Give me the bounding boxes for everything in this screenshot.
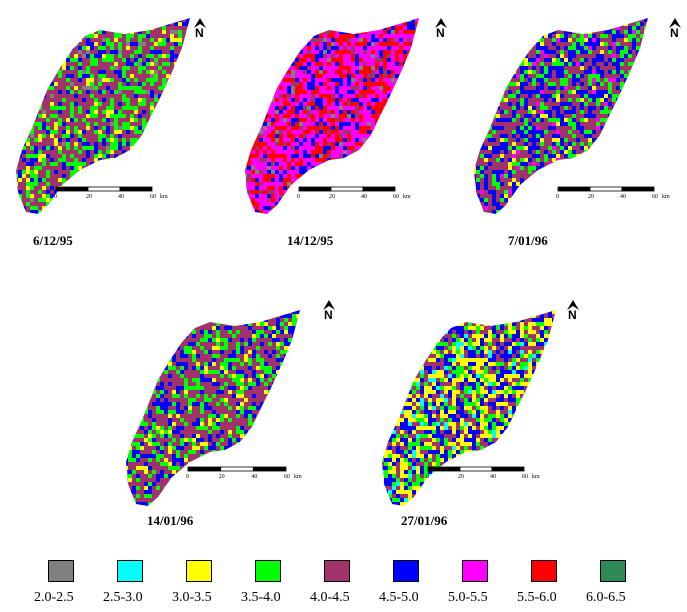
scale-tick-label: 0 (426, 474, 429, 480)
scale-bar: 0 20 40 60 km (556, 186, 678, 206)
scale-tick-label: 20 (588, 194, 594, 200)
legend: 2.0-2.5 2.5-3.0 3.0-3.5 3.5-4.0 4.0-4.5 4.5-5… (0, 556, 687, 612)
legend-swatch (531, 560, 557, 582)
map-panel-5: N 0 20 40 60 km 27/01/96 (366, 292, 595, 532)
north-label: N (670, 26, 679, 40)
map-date-1: 6/12/95 (33, 233, 73, 248)
legend-swatch (393, 560, 419, 582)
legend-item: 3.5-4.0 (239, 556, 299, 612)
scale-bar-graphic (187, 466, 287, 472)
scale-tick-label: 20 (86, 194, 92, 200)
scale-tick-label: 20 (218, 474, 225, 480)
map-date-3: 7/01/96 (508, 233, 548, 248)
legend-item: 2.0-2.5 (32, 556, 92, 612)
scale-bar-graphic (298, 186, 396, 192)
legend-item: 6.0-6.5 (584, 556, 644, 612)
scale-unit: km (294, 474, 302, 480)
scale-bar: 0 20 40 60 km (186, 466, 310, 486)
scale-tick-label: 20 (329, 194, 335, 200)
map-date-5: 27/01/96 (401, 513, 448, 528)
legend-item: 2.5-3.0 (101, 556, 161, 612)
legend-swatch (117, 560, 143, 582)
scale-tick-label: 40 (620, 194, 626, 200)
scale-tick-label: 20 (458, 474, 464, 480)
catchment-map-5 (382, 310, 556, 506)
scale-tick-label: 0 (297, 194, 300, 200)
north-arrow-icon: N (668, 18, 682, 44)
legend-swatch (48, 560, 74, 582)
legend-swatch (186, 560, 212, 582)
north-label: N (568, 308, 577, 322)
legend-label: 3.5-4.0 (241, 590, 281, 605)
scale-bar-graphic (427, 466, 525, 472)
legend-label: 6.0-6.5 (586, 590, 626, 605)
legend-label: 4.5-5.0 (379, 590, 419, 605)
legend-label: 5.5-6.0 (517, 590, 557, 605)
north-label: N (324, 308, 333, 322)
map-panel-4: N 0 20 40 60 km 14/01/96 (110, 292, 339, 532)
scale-unit: km (403, 194, 411, 200)
scale-tick-label: 0 (54, 194, 57, 200)
legend-item: 4.0-4.5 (308, 556, 368, 612)
legend-label: 2.0-2.5 (34, 590, 74, 605)
scale-bar: 0 20 40 60 km (297, 186, 419, 206)
scale-bar: 0 20 40 60 km (426, 466, 548, 486)
legend-swatch (600, 560, 626, 582)
legend-swatch (255, 560, 281, 582)
scale-tick-label: 0 (556, 194, 559, 200)
scale-tick-label: 60 (522, 474, 528, 480)
north-arrow-icon: N (322, 300, 336, 326)
legend-label: 2.5-3.0 (103, 590, 143, 605)
scale-bar-graphic (557, 186, 655, 192)
map-date-4: 14/01/96 (147, 513, 194, 528)
map-panel-3: N 0 20 40 60 km 7/01/96 (458, 0, 687, 260)
legend-label: 4.0-4.5 (310, 590, 350, 605)
catchment-map-1 (16, 18, 190, 214)
north-arrow-icon: N (193, 18, 207, 44)
scale-bar-graphic (55, 186, 153, 192)
scale-unit: km (662, 194, 670, 200)
legend-item: 5.0-5.5 (446, 556, 506, 612)
legend-swatch (462, 560, 488, 582)
scale-tick-label: 40 (490, 474, 496, 480)
scale-tick-label: 60 (393, 194, 399, 200)
north-label: N (436, 26, 445, 40)
map-date-2: 14/12/95 (287, 233, 334, 248)
catchment-map-3 (474, 18, 648, 214)
map-panel-1: N 0 20 40 60 km 6/12/95 (0, 0, 229, 260)
map-panel-2: N 0 20 40 60 km 14/12/95 (229, 0, 458, 260)
scale-tick-label: 40 (251, 474, 258, 480)
legend-item: 3.0-3.5 (170, 556, 230, 612)
scale-unit: km (160, 194, 168, 200)
scale-bar: 0 20 40 60 km (54, 186, 176, 206)
legend-swatch (324, 560, 350, 582)
scale-tick-label: 0 (186, 474, 189, 480)
north-arrow-icon: N (434, 18, 448, 44)
scale-tick-label: 60 (150, 194, 156, 200)
legend-item: 4.5-5.0 (377, 556, 437, 612)
scale-unit: km (532, 474, 540, 480)
legend-label: 5.0-5.5 (448, 590, 488, 605)
scale-tick-label: 60 (652, 194, 658, 200)
legend-item: 5.5-6.0 (515, 556, 575, 612)
north-arrow-icon: N (566, 300, 580, 326)
scale-tick-label: 40 (361, 194, 367, 200)
north-label: N (195, 26, 204, 40)
scale-tick-label: 60 (284, 474, 290, 480)
scale-tick-label: 40 (118, 194, 124, 200)
legend-label: 3.0-3.5 (172, 590, 212, 605)
